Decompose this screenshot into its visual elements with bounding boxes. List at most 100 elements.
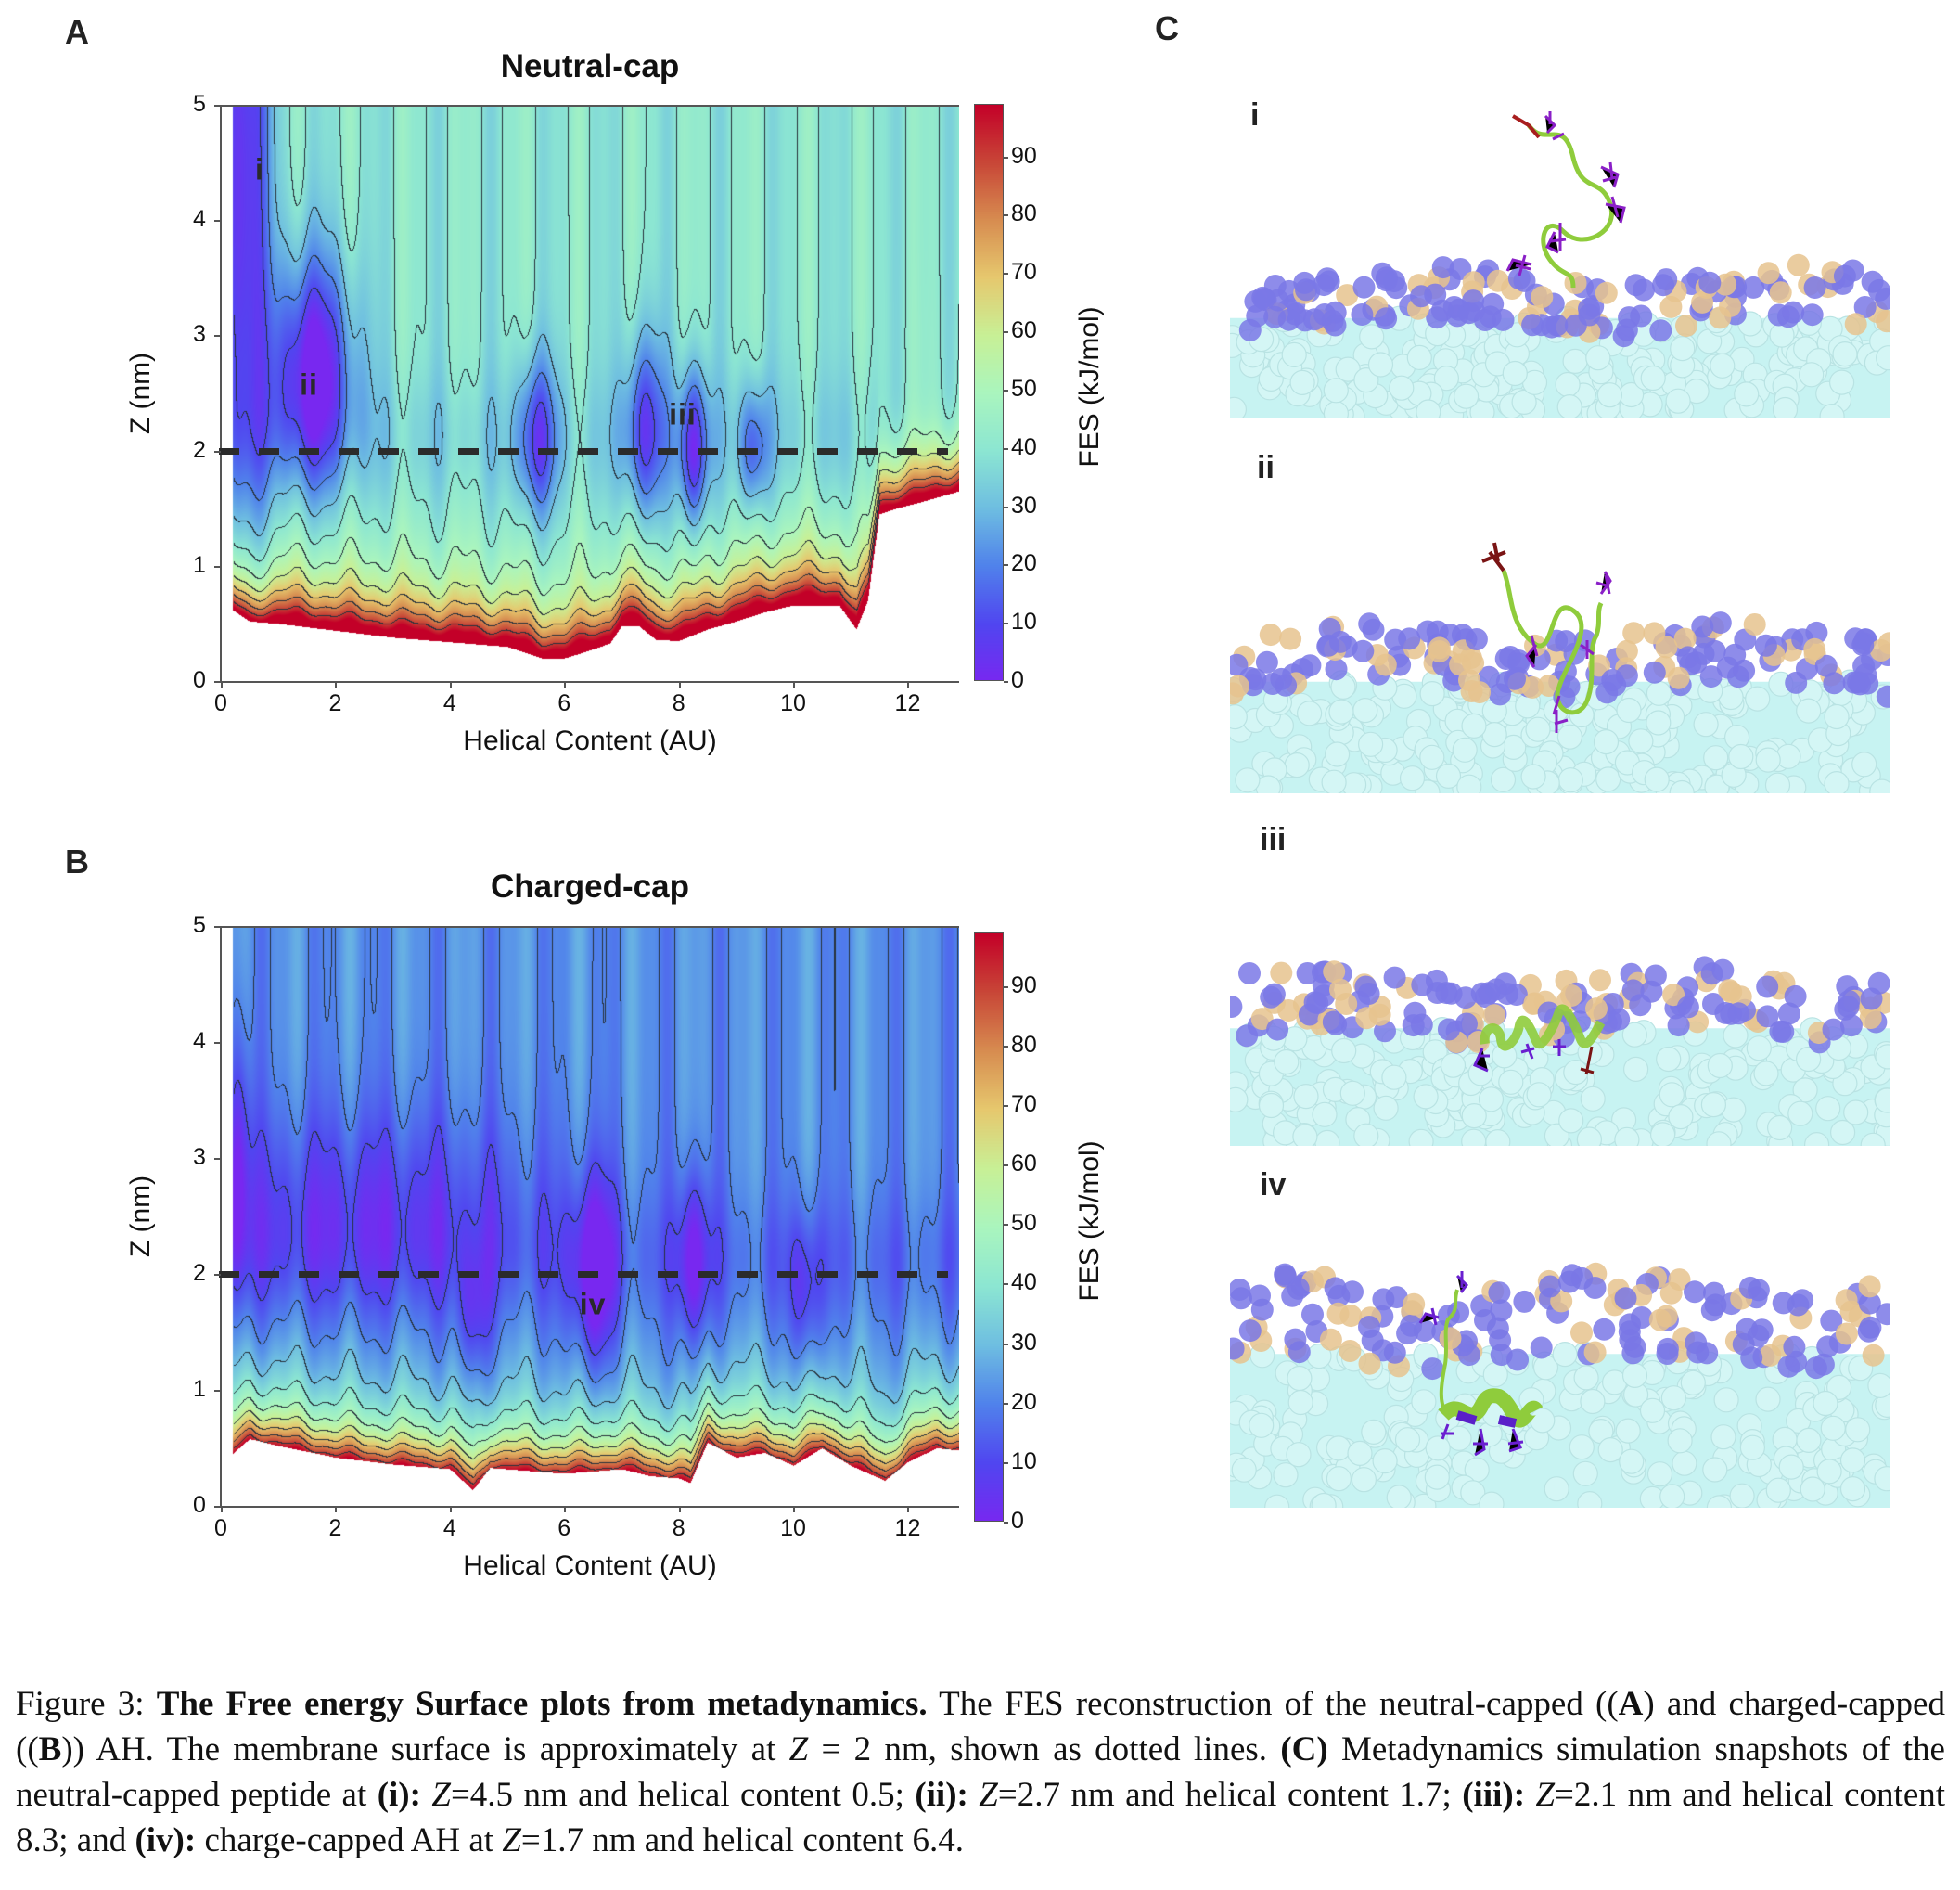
colorbar-title: FES (kJ/mol)	[1074, 1140, 1105, 1302]
lipid-choline-atom	[1411, 973, 1434, 996]
peptide-iv	[1418, 1271, 1544, 1457]
lipid-choline-atom	[1814, 654, 1838, 677]
lipid-tail-atom	[1639, 1397, 1666, 1423]
lipid-tail-atom	[1839, 1447, 1866, 1473]
colorbar-tick-label: 70	[1011, 259, 1037, 286]
lipid-tail-atom	[1832, 341, 1858, 367]
lipid-choline-atom	[1777, 1002, 1800, 1025]
lipid-tail-atom	[1874, 1466, 1890, 1492]
lipid-choline-atom	[1754, 634, 1777, 657]
x-tick-label: 8	[672, 690, 685, 716]
lipid-choline-atom	[1413, 1319, 1436, 1342]
lipid-tail-atom	[1339, 1080, 1365, 1106]
lipid-tail-atom	[1433, 366, 1459, 392]
x-axis-title: Helical Content (AU)	[463, 1550, 717, 1581]
caption-segment: =2.1 nm and helical content 8.3; and	[16, 1776, 1946, 1859]
lipid-tail-atom	[1739, 1434, 1766, 1460]
lipid-phosphate-atom	[1374, 653, 1397, 676]
lipid-tail-atom	[1324, 741, 1351, 767]
y-axis-line	[220, 105, 222, 681]
y-tick-label: 4	[193, 1028, 206, 1054]
lipid-choline-atom	[1703, 1281, 1725, 1305]
lipid-tail-atom	[1461, 713, 1487, 739]
x-tick	[221, 681, 223, 688]
lipid-phosphate-atom	[1615, 639, 1638, 662]
lipid-tail-atom	[1640, 365, 1666, 392]
lipid-choline-atom	[1785, 671, 1808, 694]
lipid-tail-atom	[1577, 1491, 1603, 1508]
lipid-tail-atom	[1799, 362, 1825, 388]
y-tick	[214, 450, 221, 453]
lipid-choline-atom	[1317, 634, 1340, 657]
colorbar-tick-label: 60	[1011, 317, 1037, 344]
lipid-choline-atom	[1772, 1021, 1795, 1043]
plot-top-border	[221, 926, 959, 928]
y-axis-line	[220, 926, 222, 1506]
lipid-tail-atom	[1424, 1464, 1450, 1490]
lipid-tail-atom	[1556, 394, 1582, 418]
lipid-tail-atom	[1573, 1365, 1599, 1391]
lipid-tail-atom	[1765, 1477, 1791, 1503]
lipid-tail-atom	[1623, 1056, 1649, 1082]
lipid-tail-atom	[1296, 701, 1323, 726]
lipid-choline-atom	[1656, 1337, 1679, 1360]
lipid-choline-atom	[1457, 1344, 1480, 1367]
x-tick	[564, 1506, 567, 1512]
lipid-tail-atom	[1596, 382, 1622, 408]
colorbar-tick	[1004, 1461, 1008, 1464]
lipid-choline-atom	[1530, 1336, 1553, 1359]
lipid-tail-atom	[1787, 1100, 1813, 1126]
lipid-tail-atom	[1372, 1448, 1398, 1474]
lipid-tail-atom	[1672, 1450, 1697, 1476]
lipid-tail-atom	[1845, 1417, 1871, 1443]
lipid-tail-atom	[1772, 396, 1799, 418]
lipid-choline-atom	[1504, 667, 1526, 690]
lipid-choline-atom	[1398, 627, 1421, 650]
lipid-tail-atom	[1235, 767, 1261, 793]
lipid-choline-atom	[1385, 1286, 1408, 1309]
membrane-surface-dashed-line	[219, 447, 948, 455]
lipid-phosphate-atom	[1648, 1308, 1672, 1331]
colorbar-tick-label: 10	[1011, 1447, 1037, 1474]
lipid-tail-atom	[1461, 1128, 1487, 1146]
lipid-tail-atom	[1526, 1082, 1552, 1108]
lipid-choline-atom	[1578, 303, 1601, 327]
y-tick-label: 0	[193, 1492, 206, 1518]
x-tick	[221, 1506, 223, 1512]
lipid-phosphate-atom	[1560, 984, 1582, 1007]
lipid-tail-atom	[1557, 767, 1583, 793]
lipid-tail-atom	[1819, 404, 1845, 418]
lipid-phosphate-atom	[1675, 315, 1697, 338]
lipid-tail-atom	[1713, 1387, 1739, 1413]
lipid-phosphate-atom	[1585, 997, 1608, 1021]
caption-segment	[1525, 1776, 1535, 1814]
lipid-tail-atom	[1723, 1022, 1749, 1048]
colorbar-tick	[1004, 447, 1008, 450]
lipid-tail-atom	[1490, 766, 1517, 792]
lipid-tail-atom	[1734, 381, 1760, 407]
lipid-tail-atom	[1796, 1427, 1822, 1453]
lipid-tail-atom	[1621, 1362, 1648, 1389]
lipid-choline-atom	[1507, 649, 1531, 672]
lipid-tail-atom	[1665, 388, 1691, 414]
lipid-phosphate-atom	[1270, 961, 1293, 984]
lipid-tail-atom	[1353, 1123, 1379, 1146]
lipid-choline-atom	[1262, 983, 1286, 1006]
lipid-choline-atom	[1437, 1018, 1460, 1041]
lipid-choline-atom	[1691, 615, 1714, 638]
lipid-tail-atom	[1843, 1099, 1869, 1125]
lipid-tail-atom	[1361, 1419, 1387, 1445]
lipid-choline-atom	[1230, 653, 1249, 676]
lipid-tail-atom	[1416, 399, 1441, 418]
x-tick-label: 10	[780, 1515, 806, 1541]
lipid-choline-atom	[1649, 319, 1672, 342]
lipid-tail-atom	[1614, 1126, 1640, 1146]
lipid-phosphate-atom	[1835, 1289, 1858, 1312]
y-tick	[214, 1390, 221, 1392]
lipid-phosphate-atom	[1439, 1327, 1462, 1350]
lipid-tail-atom	[1498, 1069, 1524, 1095]
colorbar-tick	[1004, 273, 1008, 276]
lipid-tail-atom	[1419, 681, 1445, 707]
caption-segment: Z	[431, 1776, 451, 1814]
caption-segment: (iii):	[1462, 1776, 1526, 1814]
